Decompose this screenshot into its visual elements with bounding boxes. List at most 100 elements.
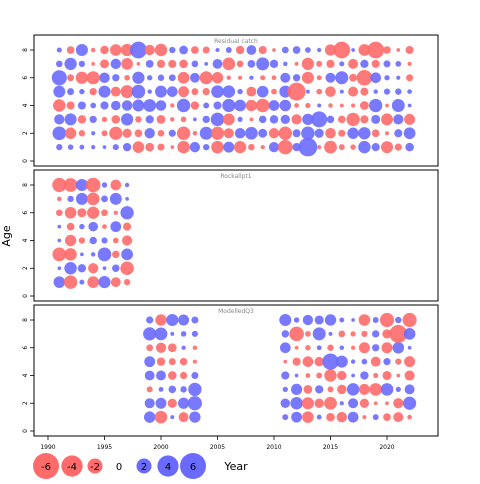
residual-bubble: [393, 412, 404, 423]
residual-bubble: [53, 85, 66, 98]
residual-bubble: [177, 397, 190, 409]
panel-3: ModelledQ3 0 2 4 6 8: [22, 304, 439, 437]
residual-bubble: [180, 371, 188, 380]
residual-bubble: [80, 252, 84, 257]
residual-bubble: [327, 386, 334, 393]
residual-bubble: [383, 60, 391, 68]
residual-bubble: [193, 117, 197, 122]
residual-bubble: [370, 72, 382, 84]
residual-bubble: [301, 57, 315, 70]
legend-bubble: [61, 455, 83, 477]
residual-bubble: [222, 57, 236, 71]
residual-bubble: [358, 44, 371, 56]
y-tick-label: 2: [22, 131, 29, 135]
residual-bubble: [210, 112, 225, 127]
residual-bubble: [110, 58, 122, 70]
legend-bubble: [87, 458, 103, 474]
residual-bubble: [279, 99, 292, 112]
residual-bubble: [157, 74, 165, 81]
residual-bubble: [382, 370, 392, 381]
residual-bubble: [121, 235, 133, 246]
x-tick-label: 2010: [266, 444, 281, 451]
residual-bubble: [180, 331, 187, 337]
residual-bubble: [51, 70, 67, 86]
residual-bubble: [53, 276, 66, 288]
residual-bubble: [278, 126, 293, 140]
residual-bubble: [170, 331, 175, 336]
residual-bubble: [404, 370, 415, 381]
residual-bubble: [236, 60, 244, 68]
residual-bubble: [292, 46, 301, 54]
residual-bubble: [383, 358, 391, 366]
residual-bubble: [211, 140, 224, 154]
residual-bubble: [260, 75, 266, 81]
residual-bubble: [98, 276, 111, 289]
residual-bubble: [223, 128, 234, 139]
residual-bubble: [64, 127, 77, 139]
residual-bubble: [225, 47, 232, 53]
residual-bubble: [77, 208, 87, 218]
residual-bubble: [280, 114, 290, 125]
residual-bubble: [112, 144, 119, 151]
residual-bubble: [79, 88, 85, 95]
residual-bubble: [248, 143, 255, 151]
legend-label: -6: [41, 462, 51, 473]
residual-bubble: [407, 414, 412, 420]
residual-bubble: [394, 143, 402, 151]
residual-bubble: [351, 373, 355, 378]
residual-bubble: [235, 45, 245, 55]
y-tick-label: 6: [22, 211, 29, 215]
residual-bubble: [283, 61, 288, 67]
residual-bubble: [350, 144, 356, 150]
residual-bubble: [191, 316, 199, 324]
residual-bubble: [144, 128, 155, 139]
residual-bubble: [255, 98, 270, 113]
x-axis-label: Year: [223, 460, 248, 473]
residual-bubble: [393, 398, 404, 409]
residual-bubble: [290, 396, 303, 410]
residual-bubble: [213, 101, 222, 110]
residual-bubble: [88, 263, 99, 274]
residual-bubble: [338, 115, 346, 124]
residual-bubble: [155, 314, 167, 326]
residual-bubble: [134, 129, 143, 138]
residual-bubble: [380, 383, 394, 396]
residual-bubble: [305, 89, 310, 94]
residual-bubble: [157, 143, 165, 151]
residual-bubble: [132, 141, 145, 153]
residual-bubble: [279, 342, 291, 354]
y-tick-label: 4: [22, 238, 29, 242]
residual-bubble: [383, 413, 391, 421]
residual-bubble: [170, 117, 175, 122]
residual-bubble: [64, 248, 77, 261]
residual-bubble: [358, 127, 371, 140]
residual-bubble: [407, 345, 412, 350]
residual-bubble: [176, 126, 191, 140]
residual-bubble: [369, 98, 383, 113]
residual-bubble: [98, 85, 111, 98]
y-tick-label: 8: [22, 318, 29, 322]
residual-bubble: [292, 142, 301, 152]
residual-bubble: [155, 397, 167, 409]
residual-bubble: [89, 236, 97, 245]
panel-2: Rockallpt1 0 2 4 6 8: [22, 169, 439, 302]
residual-bubble: [238, 75, 243, 80]
y-tick-label: 0: [22, 429, 29, 433]
residual-bubble: [389, 324, 408, 343]
residual-bubble: [112, 237, 119, 244]
residual-bubble: [79, 223, 85, 230]
residual-bubble: [78, 130, 86, 137]
residual-bubble: [226, 75, 231, 80]
residual-bubble: [178, 412, 189, 423]
residual-bubble: [395, 358, 402, 365]
residual-bubble: [86, 71, 100, 85]
y-tick-label: 8: [22, 48, 29, 52]
residual-bubble: [268, 128, 280, 139]
residual-bubble: [337, 384, 347, 395]
residual-bubble: [168, 385, 177, 394]
y-tick-label: 6: [22, 346, 29, 350]
residual-bubble: [64, 234, 77, 247]
residual-bubble: [146, 316, 154, 324]
residual-bubble: [245, 126, 258, 140]
residual-bubble: [272, 48, 276, 52]
